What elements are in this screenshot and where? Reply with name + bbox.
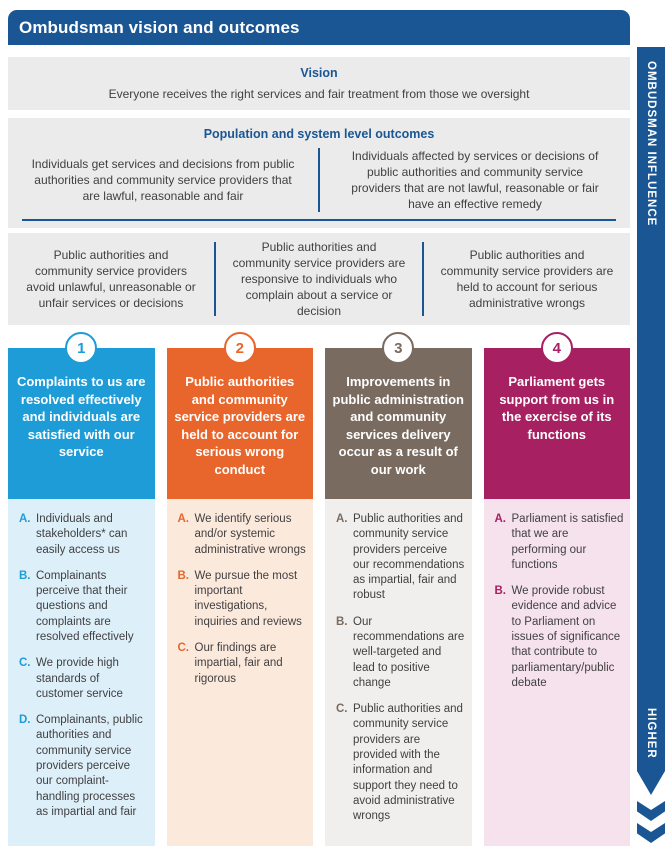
item-letter: C.: [177, 641, 190, 654]
double-chevron-down-icon: [637, 801, 665, 821]
outcome-number-badge: 2: [223, 332, 256, 364]
item-letter: D.: [19, 714, 31, 727]
item-letter: A.: [19, 513, 31, 525]
double-chevron-down-icon: [637, 823, 665, 843]
item-text: We provide high standards of customer se…: [36, 657, 123, 700]
vision-text: Everyone receives the right services and…: [108, 87, 530, 101]
outcome-column-title: Public authorities and community service…: [166, 348, 313, 499]
outcome-column-body: A. Individuals and stakeholders* can eas…: [8, 499, 155, 846]
page-header: Ombudsman vision and outcomes: [8, 10, 630, 45]
outcome-number-badge: 1: [65, 332, 98, 364]
list-item: A. We identify serious and/or systemic a…: [178, 512, 308, 558]
vertical-divider: [422, 242, 424, 316]
outcome-column-1: 1 Complaints to us are resolved effectiv…: [8, 332, 155, 846]
system-outcome-1: Public authorities and community service…: [26, 247, 196, 311]
ombudsman-influence-label: OMBUDSMAN INFLUENCE: [645, 61, 657, 227]
higher-label: HIGHER: [645, 708, 657, 759]
population-outcomes-panel: Population and system level outcomes Ind…: [8, 118, 630, 228]
list-item: C. We provide high standards of customer…: [19, 656, 149, 702]
outcome-number-badge: 3: [382, 332, 415, 364]
outcome-column-body: A. Public authorities and community serv…: [325, 499, 472, 846]
vision-heading: Vision: [300, 66, 338, 80]
item-letter: B.: [177, 569, 190, 582]
ombudsman-influence-bar: OMBUDSMAN INFLUENCE HIGHER: [637, 47, 665, 795]
item-letter: C.: [336, 703, 348, 716]
list-item: A. Individuals and stakeholders* can eas…: [19, 512, 149, 558]
list-item: B. Complainants perceive that their ques…: [19, 569, 149, 645]
outcome-column-title: Improvements in public administration an…: [325, 348, 472, 499]
item-letter: B.: [19, 569, 31, 582]
population-outcomes-row: Individuals get services and decisions f…: [8, 146, 630, 214]
outcome-columns: 1 Complaints to us are resolved effectiv…: [8, 332, 630, 846]
item-text: We pursue the most important investigati…: [194, 569, 302, 628]
item-text: Our recommendations are well-targeted an…: [353, 615, 465, 689]
item-text: Our findings are impartial, fair and rig…: [194, 641, 283, 685]
population-outcomes-heading: Population and system level outcomes: [203, 127, 435, 141]
list-item: B. Our recommendations are well-targeted…: [336, 615, 466, 691]
item-text: Public authorities and community service…: [353, 703, 463, 823]
outcome-number-badge: 4: [540, 332, 573, 364]
vertical-divider: [214, 242, 216, 316]
item-letter: A.: [336, 513, 348, 525]
outcome-column-3: 3 Improvements in public administration …: [325, 332, 472, 846]
item-text: Complainants perceive that their questio…: [36, 569, 134, 643]
vertical-divider: [318, 148, 320, 212]
list-item: D. Complainants, public authorities and …: [19, 713, 149, 820]
list-item: A. Parliament is satisfied that we are p…: [495, 512, 625, 573]
system-outcome-3: Public authorities and community service…: [440, 247, 614, 311]
item-text: Public authorities and community service…: [353, 513, 465, 602]
item-letter: C.: [19, 657, 31, 670]
page-title: Ombudsman vision and outcomes: [19, 17, 300, 37]
item-text: Individuals and stakeholders* can easily…: [36, 513, 128, 556]
outcome-column-body: A. We identify serious and/or systemic a…: [166, 499, 313, 846]
outcome-column-4: 4 Parliament gets support from us in the…: [483, 332, 630, 846]
system-outcome-2: Public authorities and community service…: [232, 239, 406, 319]
list-item: C. Public authorities and community serv…: [336, 702, 466, 824]
population-outcome-right: Individuals affected by services or deci…: [351, 148, 599, 212]
item-letter: A.: [494, 513, 507, 525]
item-text: We identify serious and/or systemic admi…: [194, 513, 306, 556]
list-item: B. We pursue the most important investig…: [178, 569, 308, 630]
list-item: A. Public authorities and community serv…: [336, 512, 466, 604]
outcome-column-title: Parliament gets support from us in the e…: [483, 348, 630, 499]
item-letter: B.: [336, 615, 348, 628]
item-text: Complainants, public authorities and com…: [36, 714, 143, 818]
item-text: We provide robust evidence and advice to…: [511, 585, 621, 689]
horizontal-rule: [22, 219, 616, 221]
vision-panel: Vision Everyone receives the right servi…: [8, 57, 630, 110]
system-outcomes-panel: Public authorities and community service…: [8, 233, 630, 325]
outcome-column-2: 2 Public authorities and community servi…: [166, 332, 313, 846]
population-outcome-left: Individuals get services and decisions f…: [31, 156, 295, 204]
list-item: C. Our findings are impartial, fair and …: [178, 641, 308, 687]
outcome-column-body: A. Parliament is satisfied that we are p…: [483, 499, 630, 846]
list-item: B. We provide robust evidence and advice…: [495, 584, 625, 691]
outcome-column-title: Complaints to us are resolved effectivel…: [8, 348, 155, 499]
item-text: Parliament is satisfied that we are perf…: [511, 513, 624, 571]
item-letter: B.: [494, 585, 507, 598]
item-letter: A.: [177, 513, 190, 525]
